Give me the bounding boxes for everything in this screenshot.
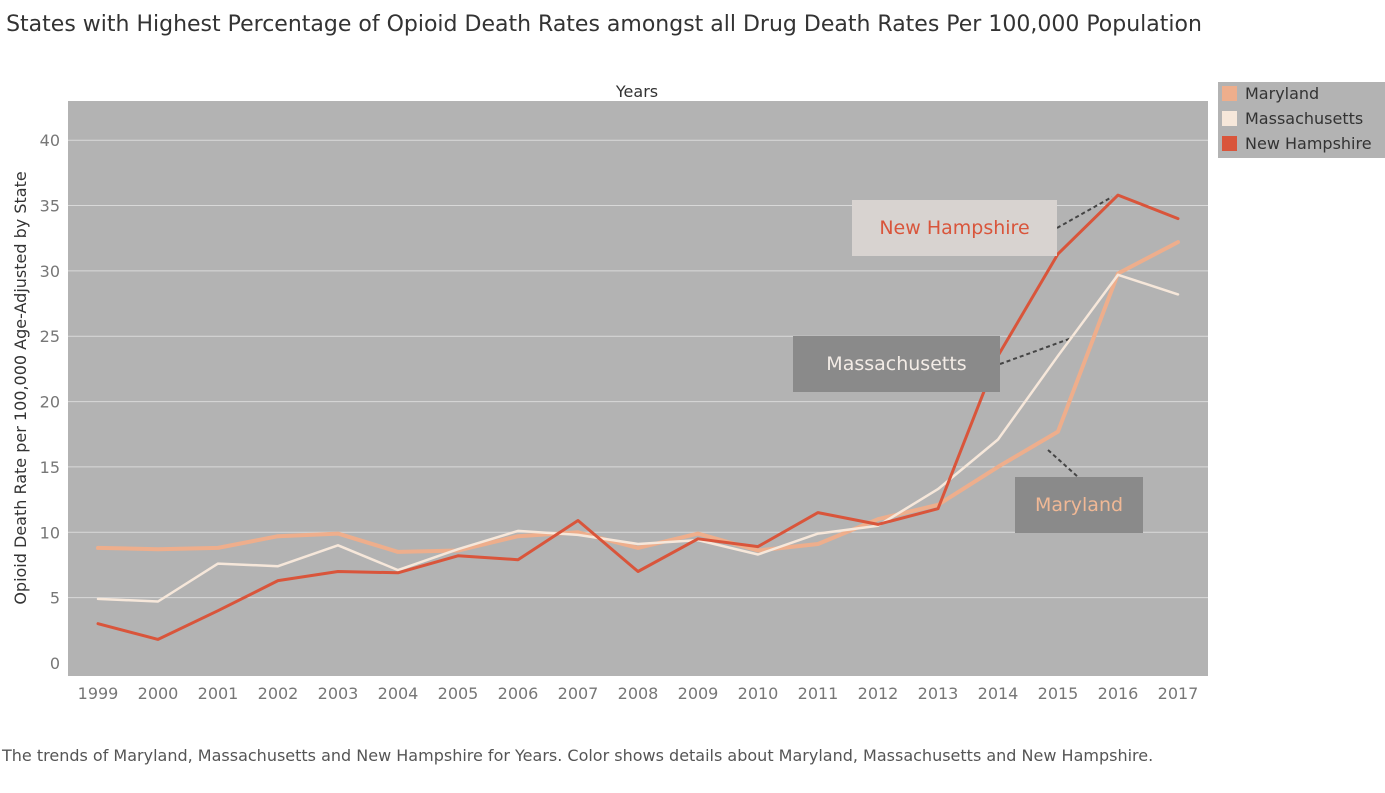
- legend-swatch-new-hampshire: [1222, 136, 1237, 151]
- legend-swatch-massachusetts: [1222, 111, 1237, 126]
- x-tick-label: 2009: [678, 684, 719, 703]
- x-tick-label: 2006: [498, 684, 539, 703]
- x-tick-label: 2001: [198, 684, 239, 703]
- x-tick-label: 2013: [918, 684, 959, 703]
- x-tick-label: 2008: [618, 684, 659, 703]
- legend-item-massachusetts[interactable]: Massachusetts: [1222, 108, 1363, 130]
- y-tick-label: 10: [40, 523, 60, 542]
- leader-massachusetts: [999, 337, 1073, 365]
- x-tick-label: 2010: [738, 684, 779, 703]
- x-tick-label: 2007: [558, 684, 599, 703]
- x-tick-label: 2004: [378, 684, 419, 703]
- annotation-massachusetts: Massachusetts: [793, 336, 1000, 392]
- y-axis-title: Opioid Death Rate per 100,000 Age-Adjust…: [11, 171, 30, 604]
- annotation-maryland: Maryland: [1015, 477, 1143, 533]
- chart-caption: The trends of Maryland, Massachusetts an…: [2, 746, 1154, 765]
- x-tick-label: 2014: [978, 684, 1019, 703]
- x-tick-label: 2003: [318, 684, 359, 703]
- y-tick-label: 15: [40, 458, 60, 477]
- legend-label-maryland: Maryland: [1245, 84, 1320, 103]
- x-tick-label: 2000: [138, 684, 179, 703]
- y-tick-label: 35: [40, 197, 60, 216]
- legend-item-maryland[interactable]: Maryland: [1222, 83, 1319, 105]
- y-tick-label: 20: [40, 393, 60, 412]
- legend: Maryland Massachusetts New Hampshire: [1218, 82, 1385, 158]
- y-tick-label: 0: [50, 654, 60, 673]
- x-tick-label: 2002: [258, 684, 299, 703]
- y-tick-label: 30: [40, 262, 60, 281]
- legend-item-new-hampshire[interactable]: New Hampshire: [1222, 133, 1372, 155]
- annotation-leaders: [999, 196, 1113, 478]
- legend-label-new-hampshire: New Hampshire: [1245, 134, 1372, 153]
- x-tick-label: 2005: [438, 684, 479, 703]
- y-tick-label: 25: [40, 327, 60, 346]
- x-tick-label: 1999: [78, 684, 119, 703]
- x-tick-label: 2015: [1038, 684, 1079, 703]
- x-tick-label: 2017: [1158, 684, 1199, 703]
- series-line-massachusetts[interactable]: [96, 273, 1180, 603]
- x-axis-title: Years: [615, 82, 658, 101]
- annotation-new-hampshire: New Hampshire: [852, 200, 1057, 256]
- y-axis-ticks: 0 5 10 15 20 25 30 35 40: [40, 131, 60, 673]
- series-line-maryland[interactable]: [96, 240, 1180, 554]
- x-axis-ticks: 1999 2000 2001 2002 2003 2004 2005 2006 2007 2008…: [78, 684, 1199, 703]
- legend-swatch-maryland: [1222, 86, 1237, 101]
- y-tick-label: 5: [50, 589, 60, 608]
- chart-title: States with Highest Percentage of Opioid…: [6, 12, 1202, 37]
- plot-area: [68, 101, 1208, 676]
- x-tick-label: 2011: [798, 684, 839, 703]
- y-tick-label: 40: [40, 131, 60, 150]
- legend-label-massachusetts: Massachusetts: [1245, 109, 1364, 128]
- x-tick-label: 2016: [1098, 684, 1139, 703]
- leader-new-hampshire: [1056, 196, 1113, 229]
- x-tick-label: 2012: [858, 684, 899, 703]
